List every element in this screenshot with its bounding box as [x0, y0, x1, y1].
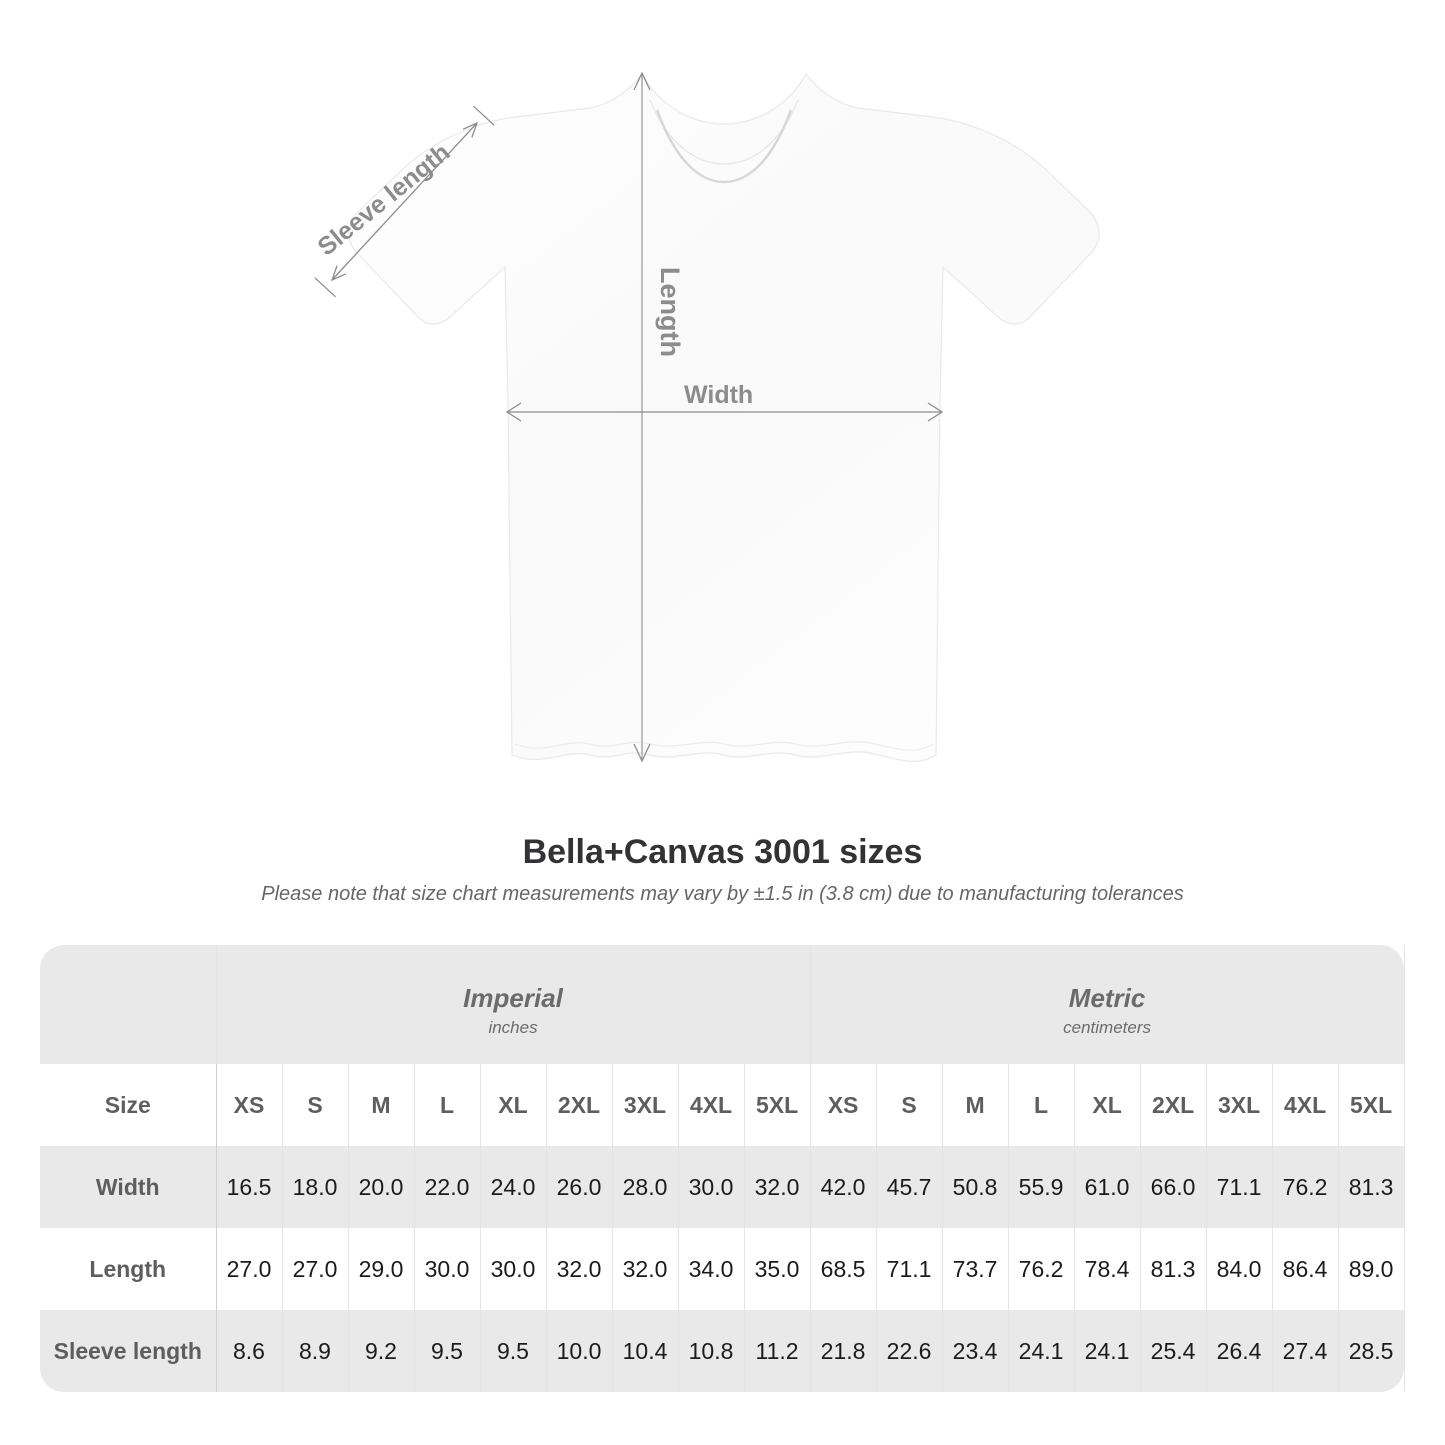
svg-text:Width: Width — [684, 381, 753, 409]
svg-text:Length: Length — [655, 267, 685, 357]
